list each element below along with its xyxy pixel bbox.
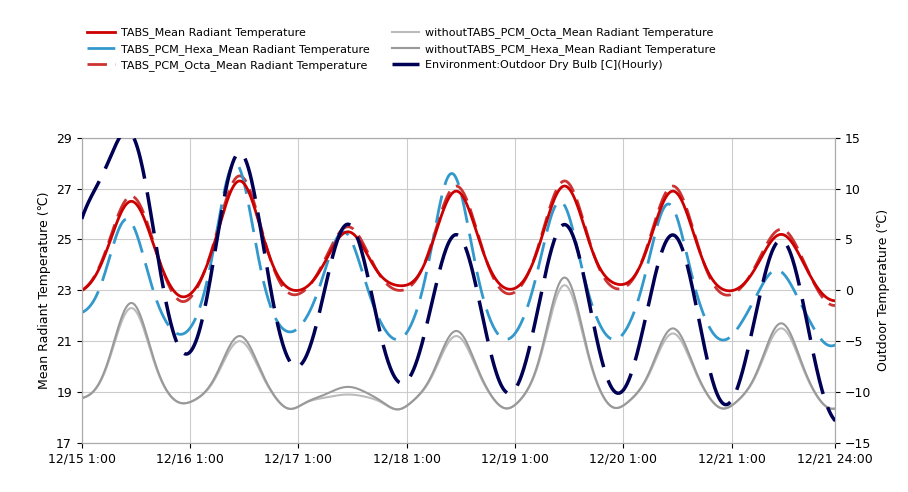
Y-axis label: Mean Radiant Temperature (℃): Mean Radiant Temperature (℃)	[37, 191, 51, 389]
Y-axis label: Outdoor Temperature (℃): Outdoor Temperature (℃)	[877, 209, 890, 371]
Legend: TABS_Mean Radiant Temperature, TABS_PCM_Hexa_Mean Radiant Temperature, TABS_PCM_: TABS_Mean Radiant Temperature, TABS_PCM_…	[87, 28, 716, 71]
